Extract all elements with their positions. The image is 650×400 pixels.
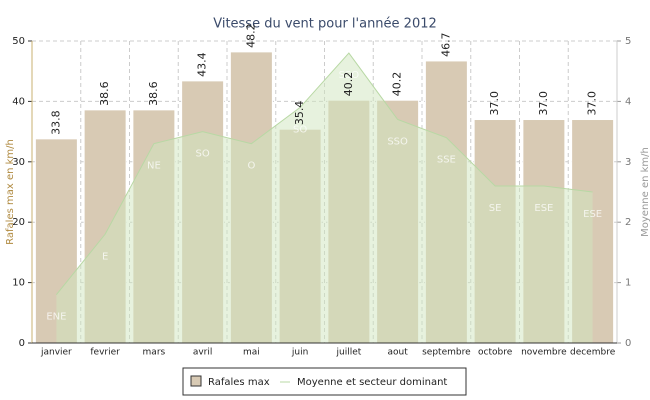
legend-swatch — [190, 375, 202, 387]
y2-tick-label: 0 — [625, 338, 631, 349]
point-label: SSO — [387, 137, 408, 148]
value-label: 37.0 — [488, 91, 501, 116]
x-tick-label: mai — [243, 348, 260, 358]
x-tick-label: mars — [143, 348, 166, 358]
y-tick-label: 0 — [19, 338, 25, 349]
x-tick-label: juillet — [335, 348, 361, 358]
value-label: 40.2 — [391, 72, 404, 97]
value-label: 38.6 — [147, 81, 160, 106]
value-label: 35.4 — [293, 101, 306, 126]
x-tick-label: janvier — [40, 348, 72, 358]
point-label: SE — [489, 203, 502, 214]
legend-box — [182, 367, 467, 396]
legend-label: Rafales max — [208, 377, 270, 388]
line — [55, 52, 593, 295]
value-label: 37.0 — [537, 91, 550, 116]
chart-title: Vitesse du vent pour l'année 2012 — [213, 17, 437, 32]
point-label: NE — [147, 161, 161, 172]
value-label: 38.6 — [98, 81, 111, 106]
point-label: E — [102, 251, 108, 262]
x-tick-label: fevrier — [90, 348, 120, 358]
x-tick-label: juin — [291, 348, 308, 358]
value-label: 46.7 — [439, 32, 452, 57]
y2-axis-label: Moyenne en km/h — [640, 147, 650, 237]
x-tick-label: septembre — [422, 348, 471, 358]
y-axis-label: Rafales max en km/h — [5, 139, 16, 245]
y-tick-label: 10 — [12, 278, 25, 289]
y-tick-label: 30 — [12, 157, 25, 168]
y-tick-label: 40 — [12, 96, 25, 107]
x-tick-label: decembre — [570, 348, 616, 358]
y-tick-label: 20 — [12, 217, 25, 228]
x-tick-label: aout — [387, 348, 408, 358]
value-label: 33.8 — [49, 110, 62, 135]
point-label: O — [247, 161, 255, 172]
point-label: ENE — [46, 312, 66, 323]
point-label: ESE — [534, 203, 553, 214]
point-label: SSO — [339, 70, 360, 81]
area — [56, 53, 593, 343]
y2-tick-label: 2 — [625, 217, 631, 228]
value-label: 43.4 — [196, 52, 209, 77]
point-label: SO — [293, 124, 307, 135]
y-tick-label: 50 — [12, 36, 25, 47]
y2-tick-label: 4 — [625, 96, 631, 107]
point-label: SSE — [437, 155, 456, 166]
x-tick-label: avril — [193, 348, 213, 358]
legend-label: Moyenne et secteur dominant — [297, 377, 447, 388]
y2-tick-label: 1 — [625, 278, 631, 289]
point-label: SO — [196, 149, 210, 160]
value-label: 40.2 — [342, 72, 355, 97]
y2-tick-label: 3 — [625, 157, 631, 168]
value-label: 37.0 — [586, 91, 599, 116]
x-tick-label: novembre — [521, 348, 567, 358]
y2-tick-label: 5 — [625, 36, 631, 47]
point-label: ESE — [583, 209, 602, 220]
x-tick-label: octobre — [478, 348, 513, 358]
value-label: 48.2 — [244, 23, 257, 48]
